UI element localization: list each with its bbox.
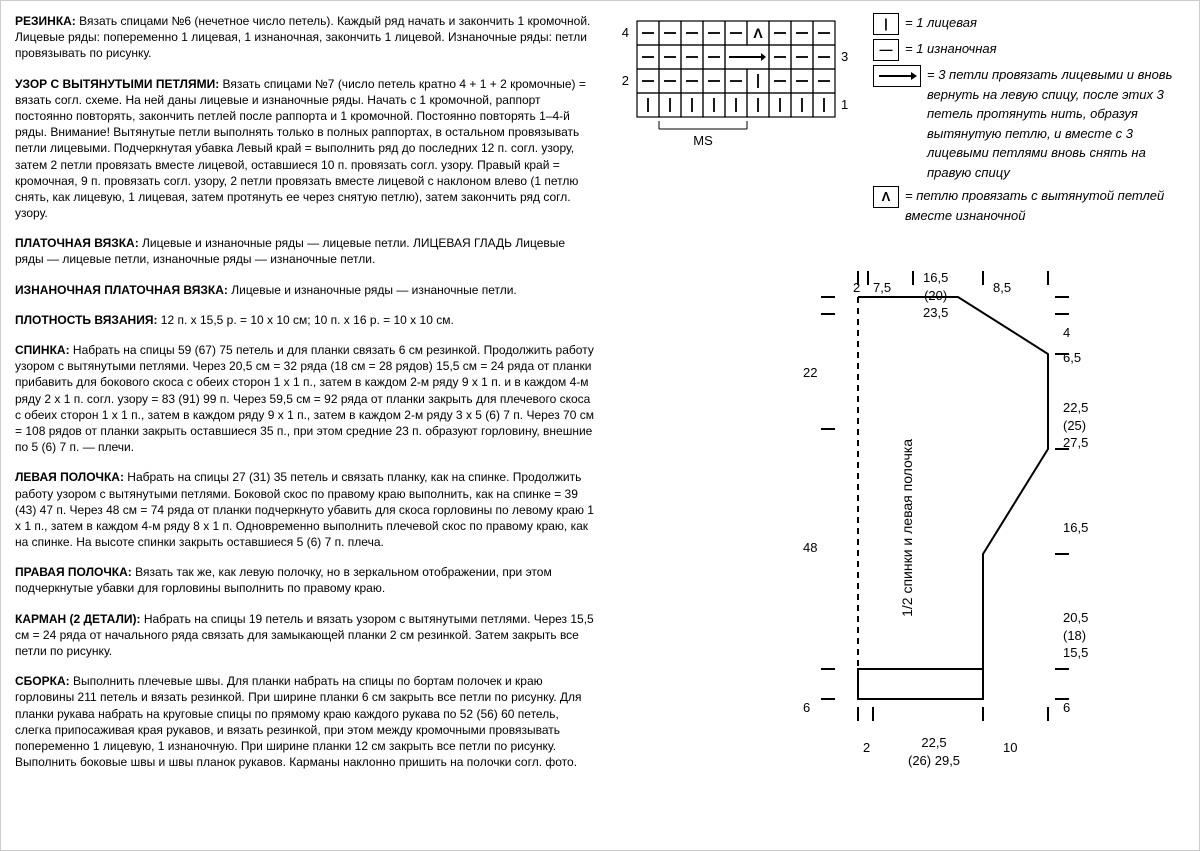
- section-heading: ПРАВАЯ ПОЛОЧКА:: [15, 565, 132, 579]
- section-heading: ПЛОТНОСТЬ ВЯЗАНИЯ:: [15, 313, 157, 327]
- section: ПРАВАЯ ПОЛОЧКА: Вязать так же, как левую…: [15, 564, 595, 596]
- legend-symbol: Λ: [873, 186, 899, 208]
- legend-row: Λ = петлю провязать с вытянутой петлей вм…: [873, 186, 1185, 225]
- section: ПЛАТОЧНАЯ ВЯЗКА: Лицевые и изнаночные ря…: [15, 235, 595, 267]
- svg-text:3: 3: [841, 49, 848, 64]
- schematic-measurement: 6: [1063, 699, 1070, 717]
- legend-row: = 3 петли провязать лицевыми и вновь вер…: [873, 65, 1185, 182]
- section: ИЗНАНОЧНАЯ ПЛАТОЧНАЯ ВЯЗКА: Лицевые и из…: [15, 282, 595, 298]
- schematic-measurement: 8,5: [993, 279, 1011, 297]
- schematic-measurement: 20,5 (18) 15,5: [1063, 609, 1088, 662]
- stitch-chart: 4 2 3 1 Λ MS: [613, 13, 853, 229]
- section-heading: ИЗНАНОЧНАЯ ПЛАТОЧНАЯ ВЯЗКА:: [15, 283, 228, 297]
- schematic-measurement: 2: [863, 739, 870, 757]
- legend-text: = 1 лицевая: [905, 13, 977, 33]
- instructions-column: РЕЗИНКА: Вязать спицами №6 (нечетное чис…: [15, 13, 595, 838]
- schematic-measurement: 22,5 (26) 29,5: [908, 734, 960, 769]
- legend-row: | = 1 лицевая: [873, 13, 1185, 35]
- section-body: 12 п. x 15,5 р. = 10 x 10 см; 10 п. x 16…: [157, 313, 453, 327]
- section: КАРМАН (2 ДЕТАЛИ): Набрать на спицы 19 п…: [15, 611, 595, 660]
- section-heading: КАРМАН (2 ДЕТАЛИ):: [15, 612, 140, 626]
- schematic-measurement: 2: [853, 279, 860, 297]
- legend-text: = петлю провязать с вытянутой петлей вме…: [905, 186, 1185, 225]
- section-heading: СПИНКА:: [15, 343, 70, 357]
- legend-symbol: |: [873, 13, 899, 35]
- section: СБОРКА: Выполнить плечевые швы. Для план…: [15, 673, 595, 770]
- schematic-diagram: 1/2 спинки и левая полочка 2 7,5 16,5 (20) …: [613, 259, 1185, 749]
- section-body: Вязать спицами №7 (число петель кратно 4…: [15, 77, 586, 221]
- svg-text:Λ: Λ: [753, 25, 763, 41]
- schematic-measurement: 7,5: [873, 279, 891, 297]
- legend: | = 1 лицевая — = 1 изнаночная = 3 петли про…: [873, 13, 1185, 229]
- section: СПИНКА: Набрать на спицы 59 (67) 75 пете…: [15, 342, 595, 455]
- schematic-measurement: 48: [803, 539, 817, 557]
- legend-symbol: —: [873, 39, 899, 61]
- section-heading: ПЛАТОЧНАЯ ВЯЗКА:: [15, 236, 139, 250]
- section-body: Набрать на спицы 59 (67) 75 петель и для…: [15, 343, 594, 454]
- legend-text: = 1 изнаночная: [905, 39, 997, 59]
- section: ЛЕВАЯ ПОЛОЧКА: Набрать на спицы 27 (31) …: [15, 469, 595, 550]
- schematic-measurement: 16,5 (20) 23,5: [923, 269, 948, 322]
- legend-text: = 3 петли провязать лицевыми и вновь вер…: [927, 65, 1185, 182]
- section-body: Лицевые и изнаночные ряды — изнаночные п…: [228, 283, 517, 297]
- section-heading: УЗОР С ВЫТЯНУТЫМИ ПЕТЛЯМИ:: [15, 77, 219, 91]
- section-heading: СБОРКА:: [15, 674, 70, 688]
- schematic-measurement: 6: [803, 699, 810, 717]
- section-heading: ЛЕВАЯ ПОЛОЧКА:: [15, 470, 124, 484]
- section: РЕЗИНКА: Вязать спицами №6 (нечетное чис…: [15, 13, 595, 62]
- schematic-measurement: 6,5: [1063, 349, 1081, 367]
- svg-text:1: 1: [841, 97, 848, 112]
- schematic-measurement: 4: [1063, 324, 1070, 342]
- schematic-piece-label: 1/2 спинки и левая полочка: [898, 439, 917, 617]
- schematic-measurement: 22: [803, 364, 817, 382]
- section-heading: РЕЗИНКА:: [15, 14, 76, 28]
- schematic-measurement: 16,5: [1063, 519, 1088, 537]
- schematic-measurement: 10: [1003, 739, 1017, 757]
- section-body: Выполнить плечевые швы. Для планки набра…: [15, 674, 582, 769]
- diagrams-column: 4 2 3 1 Λ MS | = 1 лицевая — = 1 изнаночная = 3 п…: [613, 13, 1185, 838]
- section-body: Вязать спицами №6 (нечетное число петель…: [15, 14, 590, 60]
- svg-text:MS: MS: [693, 133, 713, 148]
- schematic-measurement: 22,5 (25) 27,5: [1063, 399, 1088, 452]
- legend-symbol: [873, 65, 921, 87]
- svg-text:2: 2: [622, 73, 629, 88]
- svg-text:4: 4: [622, 25, 629, 40]
- section: ПЛОТНОСТЬ ВЯЗАНИЯ: 12 п. x 15,5 р. = 10 …: [15, 312, 595, 328]
- legend-row: — = 1 изнаночная: [873, 39, 1185, 61]
- section: УЗОР С ВЫТЯНУТЫМИ ПЕТЛЯМИ: Вязать спицам…: [15, 76, 595, 222]
